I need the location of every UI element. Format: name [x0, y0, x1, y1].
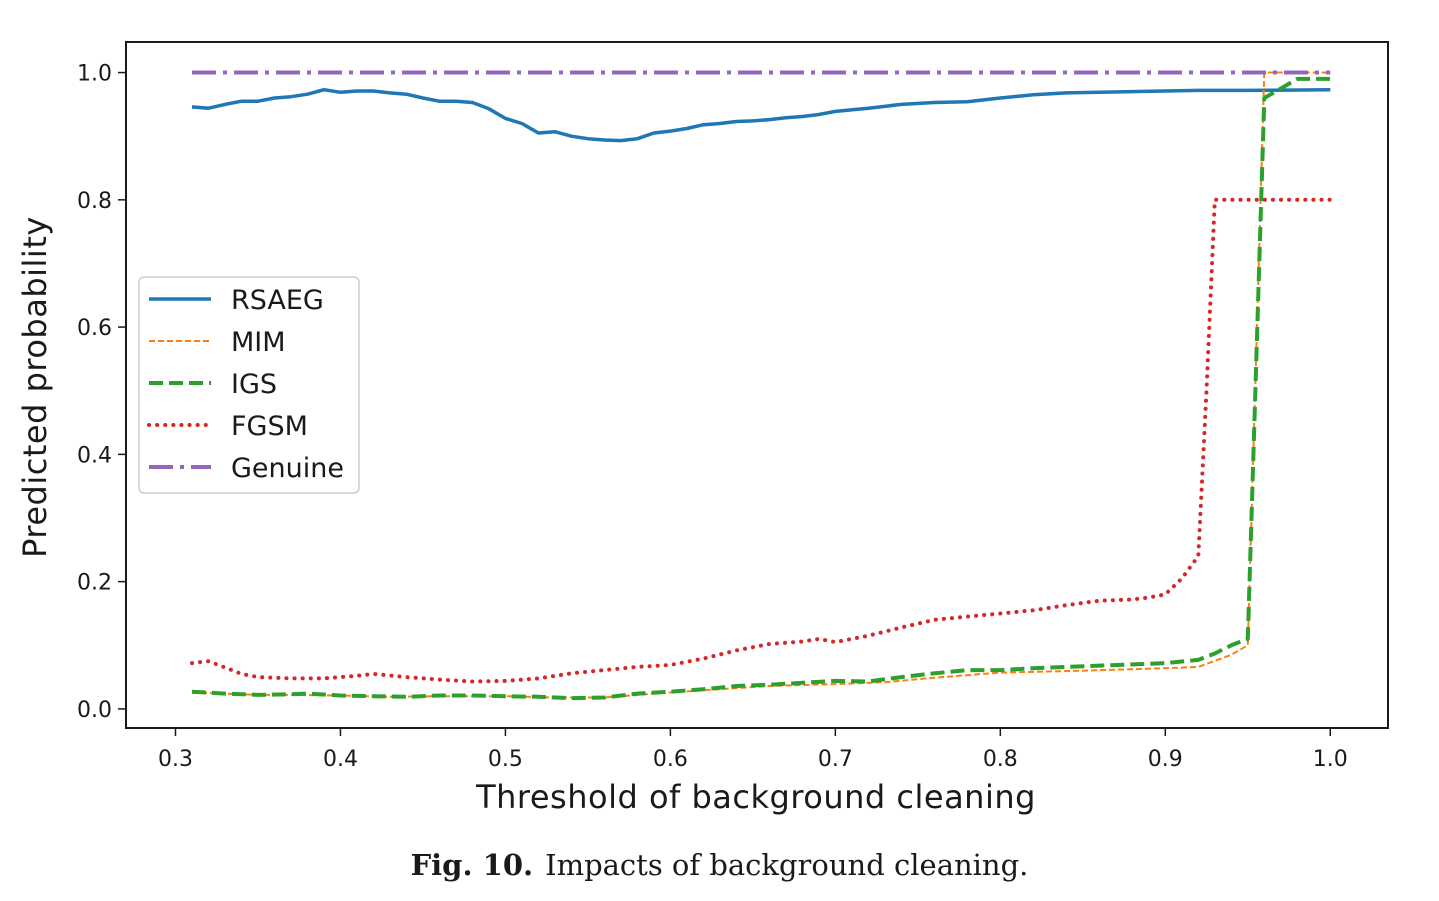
series-line-mim [191, 71, 1331, 699]
legend-label: Genuine [231, 453, 344, 484]
x-tick-label: 1.0 [1313, 747, 1348, 772]
legend-label: MIM [231, 327, 286, 358]
series-layer [190, 70, 1333, 701]
x-axis-label: Threshold of background cleaning [475, 778, 1036, 816]
series-line-igs [191, 76, 1331, 701]
legend-box [138, 276, 360, 494]
y-tick-label: 0.8 [77, 189, 112, 214]
y-tick-label: 0.2 [77, 571, 112, 596]
y-tick-label: 0.0 [77, 698, 112, 723]
figure-caption: Fig. 10. Impacts of background cleaning. [0, 848, 1439, 882]
x-tick-label: 0.5 [488, 747, 523, 772]
x-tick-label: 0.8 [983, 747, 1018, 772]
plot-frame [125, 41, 1389, 729]
legend-item-rsaeg: RSAEG [149, 285, 324, 316]
x-tick-label: 0.9 [1148, 747, 1183, 772]
legend: RSAEG MIM IGS FGSM Genuine [138, 276, 360, 494]
ticks-layer: 0.3 0.4 0.5 0.6 0.7 0.8 0.9 1.0 0.0 0.2 0.4 0.6 0.8 1… [77, 62, 1348, 772]
y-tick-label: 0.6 [77, 316, 112, 341]
legend-item-mim: MIM [149, 327, 286, 358]
legend-label: FGSM [231, 411, 308, 442]
x-tick-label: 0.7 [818, 747, 853, 772]
legend-item-genuine: Genuine [149, 453, 344, 484]
y-tick-label: 1.0 [77, 62, 112, 87]
x-tick-label: 0.4 [323, 747, 358, 772]
line-chart: 0.3 0.4 0.5 0.6 0.7 0.8 0.9 1.0 0.0 0.2 0.4 0.6 0.8 1… [16, 41, 1389, 816]
y-axis-label: Predicted probability [16, 216, 54, 558]
x-tick-label: 0.3 [158, 747, 193, 772]
series-line-rsaeg [191, 87, 1331, 143]
x-tick-label: 0.6 [653, 747, 688, 772]
y-tick-label: 0.4 [77, 443, 112, 468]
legend-item-fgsm: FGSM [147, 411, 308, 442]
caption-text: Impacts of background cleaning. [545, 848, 1029, 882]
legend-label: RSAEG [231, 285, 324, 316]
legend-label: IGS [231, 369, 277, 400]
figure-label: Fig. 10. [410, 848, 534, 882]
series-line-fgsm [190, 197, 1333, 684]
legend-item-igs: IGS [149, 369, 277, 400]
